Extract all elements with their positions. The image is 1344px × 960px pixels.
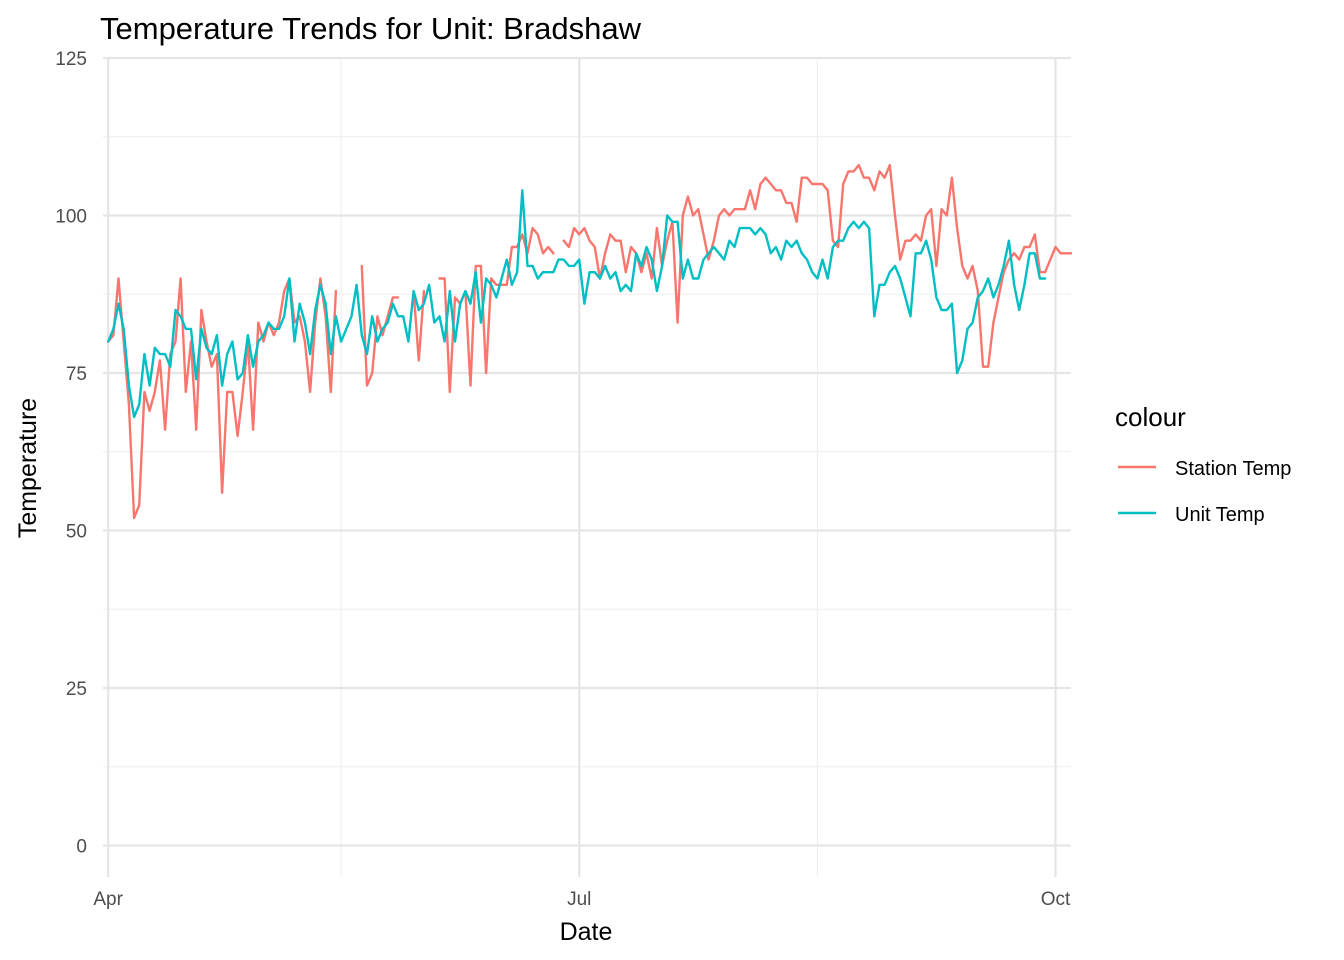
y-axis-tick-labels: 0 25 50 75 100 125 [55, 49, 87, 858]
minor-gridlines-y [103, 136, 1071, 768]
x-tick-label-oct: Oct [1041, 889, 1071, 910]
y-axis-title: Temperature [14, 398, 42, 538]
y-tick-label-75: 75 [66, 364, 87, 385]
legend-item-unit-temp: Unit Temp [1118, 504, 1265, 526]
x-tick-label-apr: Apr [93, 889, 123, 910]
legend-title: colour [1115, 402, 1186, 432]
y-tick-label-100: 100 [55, 207, 87, 228]
major-gridlines-x [107, 58, 1057, 877]
minor-gridlines-x [340, 58, 818, 877]
series-line-station-temp [107, 163, 1073, 520]
legend-item-station-temp: Station Temp [1118, 458, 1291, 480]
chart-title: Temperature Trends for Unit: Bradshaw [100, 11, 642, 46]
x-axis-tick-labels: Apr Jul Oct [93, 889, 1071, 910]
x-axis-title: Date [560, 918, 613, 946]
legend-label-unit-temp: Unit Temp [1175, 504, 1265, 526]
legend: colour Station Temp Unit Temp [1115, 402, 1291, 526]
y-tick-label-50: 50 [66, 522, 87, 543]
major-gridlines-y [103, 56, 1071, 847]
legend-label-station-temp: Station Temp [1175, 458, 1291, 480]
series-line-unit-temp [107, 189, 1047, 419]
y-tick-label-125: 125 [55, 49, 87, 70]
series-layer [107, 163, 1073, 520]
x-tick-label-jul: Jul [567, 889, 591, 910]
y-tick-label-0: 0 [76, 837, 87, 858]
y-tick-label-25: 25 [66, 679, 87, 700]
